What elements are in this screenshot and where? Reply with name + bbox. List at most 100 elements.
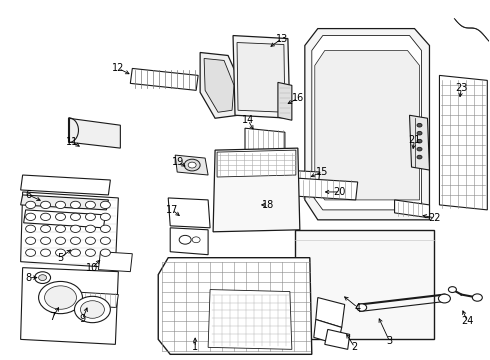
Polygon shape: [278, 82, 292, 120]
Circle shape: [417, 131, 422, 135]
Circle shape: [417, 139, 422, 143]
Circle shape: [71, 201, 80, 208]
Text: 24: 24: [461, 316, 473, 327]
Polygon shape: [21, 175, 110, 195]
Polygon shape: [217, 150, 296, 177]
Polygon shape: [394, 200, 429, 218]
Circle shape: [55, 237, 66, 244]
Circle shape: [41, 237, 50, 244]
Circle shape: [25, 213, 36, 221]
Circle shape: [35, 272, 50, 283]
Polygon shape: [237, 42, 285, 112]
Text: 3: 3: [387, 336, 392, 346]
Circle shape: [55, 249, 66, 256]
Text: 11: 11: [66, 137, 78, 147]
Polygon shape: [21, 268, 119, 345]
Circle shape: [184, 159, 200, 171]
Polygon shape: [24, 210, 105, 228]
Circle shape: [85, 201, 96, 208]
Circle shape: [25, 225, 36, 233]
Circle shape: [417, 155, 422, 159]
Circle shape: [100, 249, 110, 256]
Circle shape: [439, 294, 450, 303]
Circle shape: [71, 249, 80, 256]
Polygon shape: [98, 252, 132, 272]
Circle shape: [55, 201, 66, 208]
Circle shape: [192, 237, 200, 243]
Circle shape: [41, 225, 50, 233]
Circle shape: [357, 304, 367, 311]
Circle shape: [100, 225, 110, 233]
Text: 21: 21: [408, 135, 421, 145]
Text: 12: 12: [112, 63, 124, 73]
Text: 13: 13: [276, 33, 288, 44]
Text: 19: 19: [172, 157, 184, 167]
Circle shape: [41, 249, 50, 256]
Polygon shape: [67, 292, 119, 307]
Text: 22: 22: [428, 213, 441, 223]
Text: 20: 20: [334, 187, 346, 197]
Circle shape: [41, 213, 50, 221]
Polygon shape: [208, 289, 292, 349]
Circle shape: [100, 237, 110, 244]
Polygon shape: [213, 148, 300, 232]
Circle shape: [55, 225, 66, 233]
Polygon shape: [312, 36, 421, 210]
Circle shape: [85, 237, 96, 244]
Polygon shape: [293, 178, 358, 200]
Polygon shape: [440, 75, 488, 210]
Circle shape: [71, 213, 80, 221]
Circle shape: [100, 213, 110, 221]
Text: 8: 8: [25, 273, 32, 283]
Polygon shape: [233, 36, 290, 118]
Circle shape: [188, 162, 196, 168]
Polygon shape: [315, 50, 419, 200]
Text: 9: 9: [79, 314, 86, 324]
Polygon shape: [170, 228, 208, 255]
Circle shape: [80, 301, 104, 318]
Circle shape: [472, 294, 482, 301]
Circle shape: [179, 235, 191, 244]
Text: 16: 16: [292, 93, 304, 103]
Polygon shape: [175, 155, 208, 175]
Text: 1: 1: [192, 342, 198, 352]
Circle shape: [25, 201, 36, 208]
Polygon shape: [204, 58, 234, 112]
Text: 23: 23: [455, 84, 467, 93]
Circle shape: [448, 287, 456, 293]
Polygon shape: [305, 28, 429, 220]
Polygon shape: [200, 53, 240, 118]
Polygon shape: [316, 298, 345, 328]
Polygon shape: [325, 329, 350, 349]
Text: 14: 14: [242, 115, 254, 125]
Circle shape: [85, 249, 96, 256]
Text: 2: 2: [351, 342, 358, 352]
Polygon shape: [168, 198, 210, 228]
Circle shape: [41, 201, 50, 208]
Text: 7: 7: [49, 312, 56, 323]
Polygon shape: [245, 128, 285, 158]
Text: 10: 10: [86, 263, 98, 273]
Polygon shape: [246, 168, 320, 188]
Polygon shape: [248, 155, 278, 170]
Polygon shape: [69, 118, 121, 148]
Circle shape: [55, 213, 66, 221]
Text: 15: 15: [316, 167, 328, 177]
Circle shape: [417, 147, 422, 151]
Circle shape: [74, 296, 110, 323]
Circle shape: [25, 249, 36, 256]
Circle shape: [71, 237, 80, 244]
Text: 5: 5: [57, 253, 64, 263]
Polygon shape: [295, 230, 435, 339]
Circle shape: [85, 225, 96, 233]
Text: 4: 4: [355, 302, 361, 312]
Circle shape: [39, 282, 82, 314]
Circle shape: [71, 225, 80, 233]
Circle shape: [45, 286, 76, 309]
Circle shape: [25, 237, 36, 244]
Text: 6: 6: [25, 190, 32, 200]
Polygon shape: [410, 115, 429, 170]
Circle shape: [39, 275, 47, 280]
Circle shape: [85, 213, 96, 221]
Polygon shape: [314, 319, 342, 345]
